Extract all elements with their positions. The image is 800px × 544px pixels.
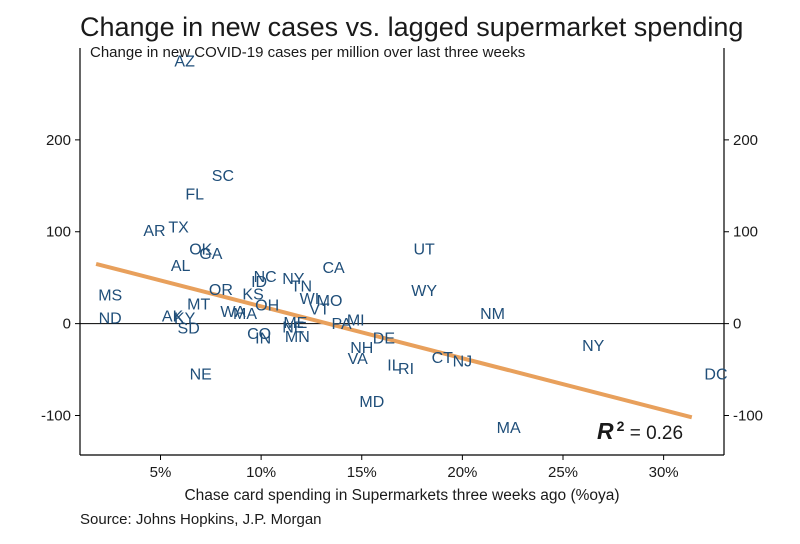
state-point-tx: TX — [168, 220, 189, 237]
y-tick-label-right: -100 — [733, 407, 763, 424]
state-point-ri: RI — [398, 361, 414, 378]
state-point-de: DE — [373, 331, 395, 348]
state-point-nc: NC — [254, 269, 277, 286]
y-tick-label-right: 200 — [733, 132, 758, 149]
state-point-dc: DC — [704, 367, 727, 384]
state-point-ak: AK — [162, 309, 184, 326]
state-point-ms: MS — [98, 288, 122, 305]
y-tick-label: -100 — [41, 407, 71, 424]
state-point-pa: PA — [332, 316, 352, 333]
state-point-ma: MA — [233, 306, 257, 323]
state-point-sc: SC — [212, 168, 234, 185]
r-squared-value: = 0.26 — [624, 423, 683, 444]
x-tick-label: 5% — [150, 464, 172, 481]
trend-line — [95, 261, 693, 420]
state-point-ar: AR — [143, 223, 165, 240]
r-squared-exponent: 2 — [617, 418, 625, 434]
x-tick-label: 15% — [347, 464, 377, 481]
state-point-ny: NY — [582, 338, 605, 355]
source-note: Source: Johns Hopkins, J.P. Morgan — [80, 511, 322, 528]
state-point-ne: NE — [190, 367, 212, 384]
state-point-mo: MO — [317, 293, 343, 310]
y-ticks: -100 -100 0 0 100 100 200 200 — [41, 132, 763, 425]
state-point-nh: NH — [350, 340, 373, 357]
y-tick-label-right: 100 — [733, 224, 758, 241]
state-point-mi: MI — [347, 312, 365, 329]
state-point-ks: KS — [242, 287, 263, 304]
x-tick-label: 20% — [447, 464, 477, 481]
state-point-ma: MA — [497, 420, 521, 437]
x-tick-label: 30% — [649, 464, 679, 481]
x-ticks: 5% 10% 15% 20% 25% 30% — [150, 455, 679, 481]
state-point-il: IL — [387, 357, 400, 374]
chart-title: Change in new cases vs. lagged supermark… — [80, 12, 743, 42]
state-point-co: CO — [247, 326, 271, 343]
state-point-mn: MN — [285, 329, 310, 346]
state-point-ca: CA — [322, 260, 345, 277]
state-point-oh: OH — [255, 298, 279, 315]
state-point-ut: UT — [413, 242, 435, 259]
state-point-sd: SD — [178, 321, 200, 338]
state-point-ct: CT — [432, 350, 454, 367]
chart-subtitle: Change in new COVID-19 cases per million… — [90, 44, 525, 61]
state-point-mt: MT — [187, 297, 210, 314]
state-point-in: IN — [255, 331, 271, 348]
state-point-va: VA — [348, 351, 368, 368]
state-point-tn: TN — [291, 278, 312, 295]
state-point-ky: KY — [174, 311, 196, 328]
y-tick-label: 0 — [63, 316, 71, 333]
r-squared-symbol: R — [597, 418, 614, 444]
state-point-wy: WY — [411, 283, 437, 300]
state-point-nj: NJ — [453, 354, 473, 371]
state-point-md: MD — [359, 394, 384, 411]
x-axis-label: Chase card spending in Supermarkets thre… — [184, 487, 619, 504]
state-point-vt: VT — [309, 301, 330, 318]
x-tick-label: 25% — [548, 464, 578, 481]
state-point-or: OR — [209, 282, 233, 299]
state-point-wi: WI — [300, 291, 320, 308]
state-point-id: ID — [251, 274, 267, 291]
state-point-ga: GA — [199, 246, 222, 263]
state-point-al: AL — [171, 258, 191, 275]
y-tick-label: 200 — [46, 132, 71, 149]
state-point-az: AZ — [174, 53, 195, 70]
y-tick-label: 100 — [46, 224, 71, 241]
state-point-ny: NY — [282, 271, 305, 288]
x-tick-label: 10% — [246, 464, 276, 481]
state-point-me: ME — [283, 315, 307, 332]
state-point-wa: WA — [220, 304, 246, 321]
state-point-ne: NE — [282, 320, 304, 337]
state-point-nm: NM — [480, 306, 505, 323]
state-point-ok: OK — [189, 242, 212, 259]
state-point-fl: FL — [185, 186, 204, 203]
state-point-nd: ND — [99, 311, 122, 328]
y-tick-label-right: 0 — [733, 316, 741, 333]
